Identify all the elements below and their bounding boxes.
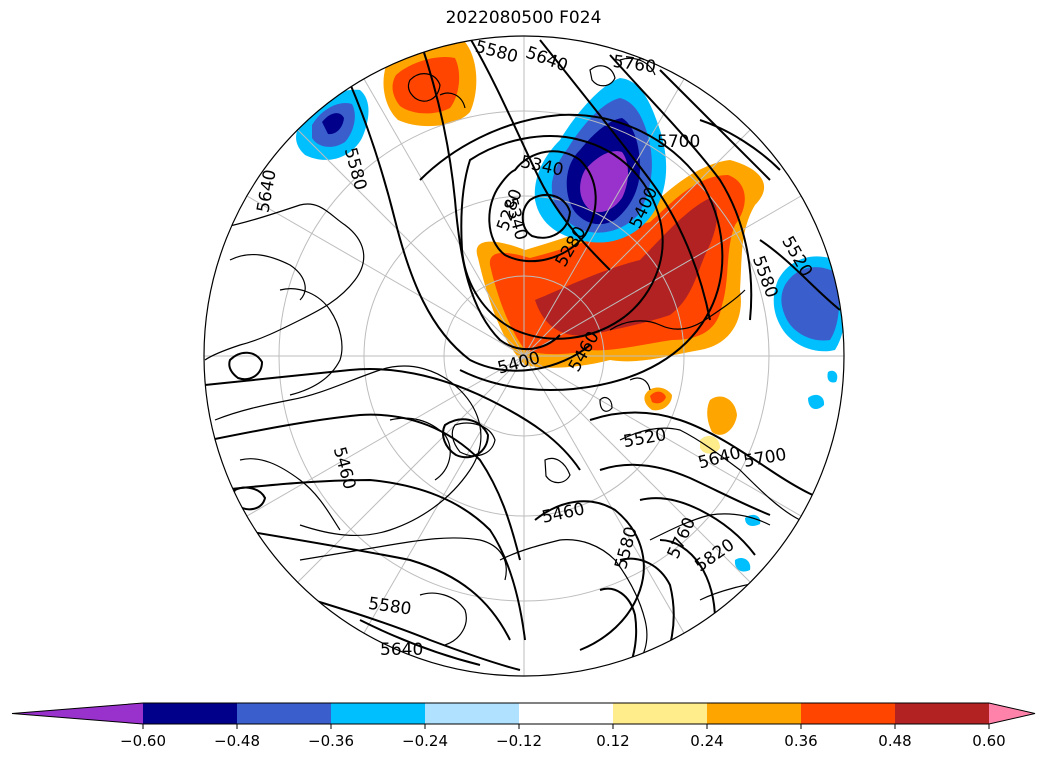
colorbar-segment <box>519 703 614 724</box>
colorbar: −0.60 −0.48 −0.36 −0.24 −0.12 0.12 0.24 0.36 0.4… <box>11 702 1036 750</box>
colorbar-segment <box>237 703 332 724</box>
anomaly-positive-small3 <box>700 435 720 454</box>
contour-label: 5820 <box>691 535 738 576</box>
contour-label: 5580 <box>748 253 782 300</box>
contour-label: 5460 <box>329 445 360 492</box>
colorbar-tick-label: −0.48 <box>214 732 260 750</box>
colorbar-extend-min <box>12 703 143 724</box>
colorbar-segment <box>895 703 990 724</box>
coastlines <box>204 57 801 671</box>
contour-label: 5580 <box>340 146 371 193</box>
anomaly-positive-small1-inner <box>650 391 666 404</box>
anomaly-positive-inner <box>535 198 718 336</box>
contour-label: 5760 <box>664 514 700 562</box>
colorbar-segment <box>613 703 708 724</box>
contour-label: 5580 <box>473 37 520 68</box>
map-disc <box>204 36 844 676</box>
colorbar-tick-label: 0.36 <box>784 732 817 750</box>
colorbar-segment <box>801 703 896 724</box>
colorbar-segment <box>425 703 520 724</box>
anomaly-negative-e-inner <box>781 267 840 341</box>
anomaly-negative-small2 <box>734 558 751 572</box>
contour-label: 5640 <box>253 168 280 214</box>
anomaly-positive-n-inner <box>392 56 460 114</box>
colorbar-tick-label: 0.12 <box>596 732 629 750</box>
colorbar-segment <box>707 703 802 724</box>
colorbar-tick-label: −0.60 <box>120 732 166 750</box>
anomaly-negative-nw-inner <box>322 113 344 135</box>
colorbar-segment <box>143 703 238 724</box>
colorbar-extend-max <box>989 703 1035 724</box>
map-boundary <box>203 35 845 677</box>
anomaly-negative-small1 <box>745 514 761 526</box>
contour-label: 5700 <box>657 132 700 152</box>
colorbar-tick-label: 0.24 <box>690 732 723 750</box>
graticule <box>204 36 844 676</box>
anomaly-positive-small2 <box>707 396 737 435</box>
contour-label: 5700 <box>742 445 788 472</box>
colorbar-segment <box>331 703 426 724</box>
contour-label: 5400 <box>495 348 542 379</box>
contour-label: 5580 <box>611 525 642 572</box>
height-contours <box>204 37 841 671</box>
contour-label: 5460 <box>540 499 586 528</box>
anomaly-negative-small3 <box>808 394 825 410</box>
colorbar-tick-label: 0.60 <box>972 732 1005 750</box>
colorbar-tick-label: −0.12 <box>496 732 542 750</box>
colorbar-tick-label: −0.36 <box>308 732 354 750</box>
anomaly-negative-small4 <box>827 370 838 383</box>
contour-label: 5640 <box>380 640 423 660</box>
map-title: 2022080500 F024 <box>445 8 602 28</box>
contour-label: 5520 <box>622 425 668 452</box>
colorbar-tick-label: 0.48 <box>878 732 911 750</box>
anomaly-shading <box>296 41 844 572</box>
colorbar-tick-label: −0.24 <box>402 732 448 750</box>
